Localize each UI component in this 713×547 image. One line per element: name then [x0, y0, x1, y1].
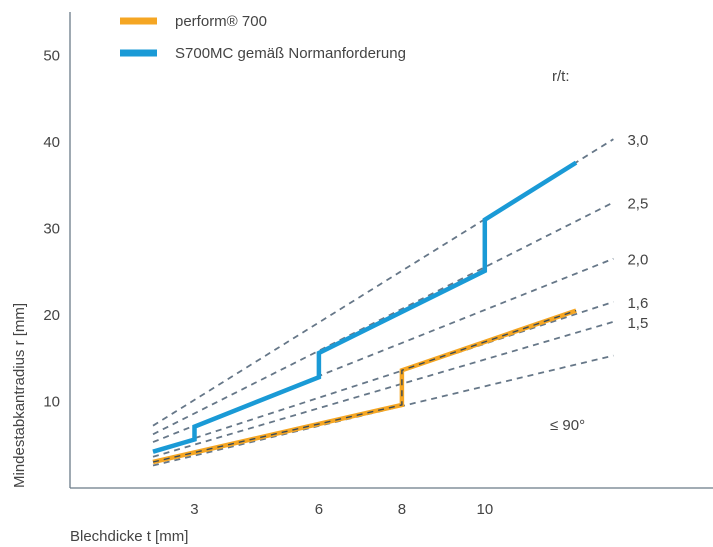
legend-label-s700mc: S700MC gemäß Normanforderung — [175, 45, 406, 62]
ratio-label: 1,6 — [627, 295, 648, 312]
y-axis-label: Mindestabkantradius r [mm] — [11, 303, 28, 488]
ratio-label: 1,5 — [627, 315, 648, 332]
y-tick-label: 40 — [43, 134, 60, 151]
y-tick-label: 10 — [43, 393, 60, 410]
y-tick-labels: 10 20 30 40 50 — [43, 47, 60, 410]
series-line-s700mc — [152, 160, 578, 454]
y-tick-label: 30 — [43, 220, 60, 237]
ratio-label: 2,0 — [627, 252, 648, 269]
x-tick-label: 8 — [398, 501, 406, 518]
ratio-label: 2,5 — [627, 195, 648, 212]
ratio-line-1-6 — [152, 301, 614, 453]
y-tick-label: 50 — [43, 47, 60, 64]
series-line-perform-700 — [152, 308, 577, 465]
ratio-heading: r/t: — [552, 68, 570, 85]
legend-label-perform: perform® 700 — [175, 13, 267, 30]
x-tick-label: 10 — [476, 501, 493, 518]
x-axis-label: Blechdicke t [mm] — [70, 528, 188, 545]
x-tick-labels: 3 6 8 10 — [190, 501, 493, 518]
legend: perform® 700 S700MC gemäß Normanforderun… — [120, 13, 406, 62]
ratio-labels: 3,0 2,5 2,0 1,6 1,5 — [627, 132, 648, 332]
series-lines — [152, 160, 578, 465]
x-tick-label: 3 — [190, 501, 198, 518]
angle-note: ≤ 90° — [550, 417, 585, 434]
x-tick-label: 6 — [315, 501, 323, 518]
ratio-line-2-5 — [152, 201, 614, 436]
y-tick-label: 20 — [43, 307, 60, 324]
ratio-line-1-5 — [152, 320, 614, 458]
ratio-label: 3,0 — [627, 132, 648, 149]
